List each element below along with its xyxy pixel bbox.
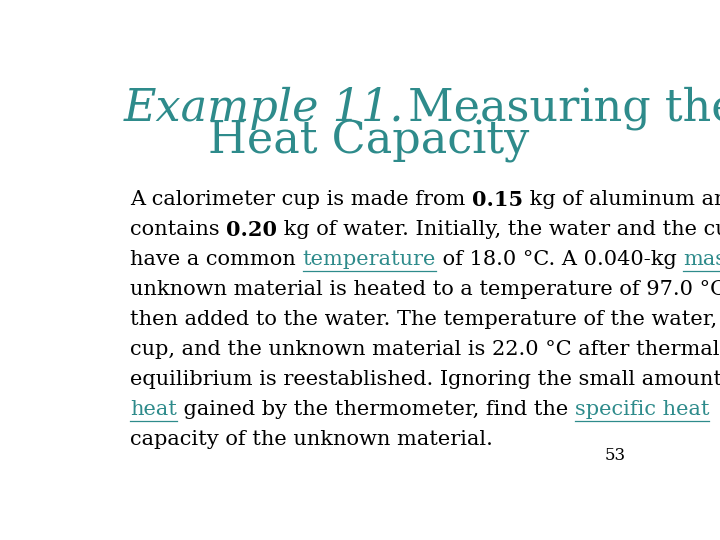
Text: of 18.0 °C. A 0.040-kg: of 18.0 °C. A 0.040-kg	[436, 251, 683, 269]
Text: 0.20: 0.20	[226, 220, 277, 240]
Text: 53: 53	[605, 447, 626, 464]
Text: kg of aluminum and: kg of aluminum and	[523, 191, 720, 210]
Text: specific heat: specific heat	[575, 400, 709, 419]
Text: temperature: temperature	[302, 251, 436, 269]
Text: then added to the water. The temperature of the water, the: then added to the water. The temperature…	[130, 310, 720, 329]
Text: equilibrium is reestablished. Ignoring the small amount of: equilibrium is reestablished. Ignoring t…	[130, 370, 720, 389]
Text: kg of water. Initially, the water and the cup: kg of water. Initially, the water and th…	[277, 220, 720, 239]
Text: contains: contains	[130, 220, 226, 239]
Text: unknown material is heated to a temperature of 97.0 °C and: unknown material is heated to a temperat…	[130, 280, 720, 299]
Text: A calorimeter cup is made from: A calorimeter cup is made from	[130, 191, 472, 210]
Text: mass: mass	[683, 251, 720, 269]
Text: cup, and the unknown material is 22.0 °C after thermal: cup, and the unknown material is 22.0 °C…	[130, 340, 720, 359]
Text: gained by the thermometer, find the: gained by the thermometer, find the	[177, 400, 575, 419]
Text: capacity of the unknown material.: capacity of the unknown material.	[130, 430, 493, 449]
Text: Example 11.: Example 11.	[124, 87, 404, 130]
Text: Heat Capacity: Heat Capacity	[208, 120, 530, 163]
Text: 0.15: 0.15	[472, 190, 523, 210]
Text: have a common: have a common	[130, 251, 302, 269]
Text: Measuring the Specific: Measuring the Specific	[408, 86, 720, 130]
Text: heat: heat	[130, 400, 177, 419]
